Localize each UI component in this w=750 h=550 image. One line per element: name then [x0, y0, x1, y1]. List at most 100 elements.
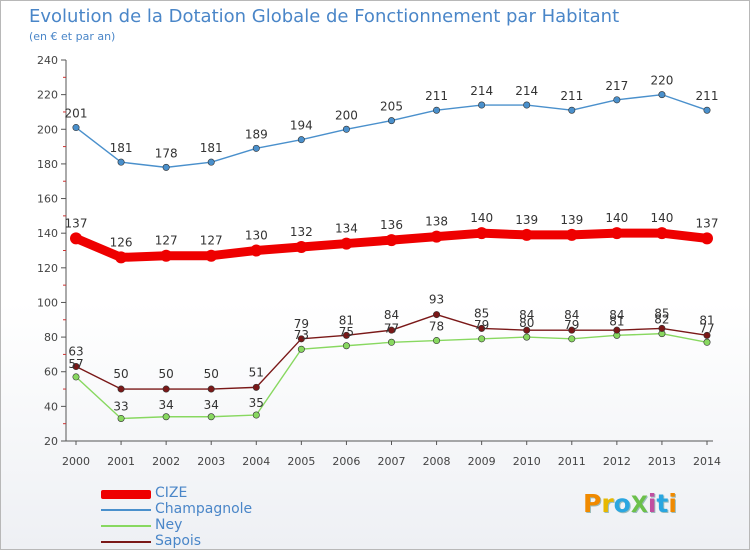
point-champagnole-2002 — [162, 163, 170, 171]
point-sapois-2013 — [658, 324, 666, 332]
data-label-cize: 127 — [155, 234, 178, 248]
data-label-sapois: 84 — [519, 308, 534, 322]
point-champagnole-2010 — [523, 101, 531, 109]
point-cize-2004 — [250, 244, 263, 257]
point-sapois-2008 — [433, 311, 441, 319]
data-label-ney: 77 — [384, 321, 399, 335]
point-sapois-2004 — [252, 383, 260, 391]
point-champagnole-2009 — [478, 101, 486, 109]
data-label-cize: 137 — [696, 216, 719, 230]
point-champagnole-2004 — [252, 144, 260, 152]
data-label-cize: 136 — [380, 218, 403, 232]
y-tick-label: 120 — [37, 262, 58, 275]
data-label-champagnole: 214 — [515, 84, 538, 98]
data-label-sapois: 84 — [564, 308, 579, 322]
point-ney-2003 — [207, 413, 215, 421]
y-tick-label: 180 — [37, 158, 58, 171]
x-tick-label: 2013 — [648, 455, 676, 468]
legend-label-sapois: Sapois — [155, 533, 202, 549]
data-label-cize: 140 — [605, 211, 628, 225]
point-sapois-2011 — [568, 326, 576, 334]
data-label-ney: 80 — [519, 316, 534, 330]
point-ney-2004 — [252, 411, 260, 419]
data-label-champagnole: 214 — [470, 84, 493, 98]
point-champagnole-2012 — [613, 96, 621, 104]
data-label-sapois: 85 — [654, 306, 669, 320]
point-ney-2006 — [342, 342, 350, 350]
point-cize-2010 — [520, 228, 533, 241]
y-tick-label: 100 — [37, 296, 58, 309]
data-label-champagnole: 220 — [650, 74, 673, 88]
point-cize-2007 — [385, 234, 398, 247]
point-cize-2006 — [340, 237, 353, 250]
x-tick-label: 2005 — [287, 455, 315, 468]
point-sapois-2002 — [162, 385, 170, 393]
data-labels-layer: 137 126 127 127 130 132 134 136 138 140 139 139 140 1… — [65, 74, 719, 414]
data-label-champagnole: 205 — [380, 100, 403, 114]
y-tick-label: 20 — [44, 435, 58, 448]
data-label-sapois: 93 — [429, 293, 444, 307]
point-ney-2002 — [162, 413, 170, 421]
x-tick-label: 2006 — [332, 455, 360, 468]
data-label-champagnole: 200 — [335, 108, 358, 122]
x-tick-label: 2011 — [558, 455, 586, 468]
data-label-champagnole: 211 — [560, 89, 583, 103]
point-cize-2001 — [115, 251, 128, 264]
x-tick-label: 2004 — [242, 455, 270, 468]
data-label-sapois: 51 — [249, 365, 264, 379]
x-tick-label: 2007 — [378, 455, 406, 468]
point-champagnole-2008 — [433, 106, 441, 114]
data-label-cize: 140 — [650, 211, 673, 225]
x-tick-label: 2014 — [693, 455, 721, 468]
data-label-cize: 138 — [425, 215, 448, 229]
data-label-cize: 139 — [515, 213, 538, 227]
point-cize-2008 — [430, 230, 443, 243]
point-cize-2014 — [701, 232, 713, 245]
data-label-ney: 33 — [113, 399, 128, 413]
x-tick-label: 2009 — [468, 455, 496, 468]
point-ney-2008 — [433, 337, 441, 345]
point-cize-2012 — [610, 227, 623, 240]
data-label-sapois: 84 — [384, 308, 399, 322]
point-ney-2000 — [72, 373, 80, 381]
data-label-ney: 75 — [339, 325, 354, 339]
point-champagnole-2014 — [703, 106, 711, 114]
data-label-ney: 73 — [294, 328, 309, 342]
x-tick-label: 2010 — [513, 455, 541, 468]
proxiti-logo: ProXiti — [583, 489, 677, 518]
point-cize-2013 — [655, 227, 668, 240]
y-tick-label: 80 — [44, 331, 58, 344]
point-champagnole-2007 — [387, 117, 395, 125]
data-label-champagnole: 181 — [200, 141, 223, 155]
data-label-ney: 34 — [159, 398, 174, 412]
point-cize-2000 — [70, 232, 82, 245]
point-champagnole-2000 — [72, 124, 80, 132]
point-ney-2005 — [297, 345, 305, 353]
legend-swatch-champagnole — [101, 509, 151, 511]
data-label-cize: 126 — [110, 235, 133, 249]
data-label-cize: 130 — [245, 229, 268, 243]
y-tick-label: 200 — [37, 123, 58, 136]
y-tick-label: 40 — [44, 400, 58, 413]
point-ney-2011 — [568, 335, 576, 343]
data-label-ney: 79 — [564, 318, 579, 332]
chart-title: Evolution de la Dotation Globale de Fonc… — [29, 6, 620, 27]
legend-swatch-sapois — [101, 541, 151, 543]
data-label-ney: 79 — [474, 318, 489, 332]
point-ney-2007 — [387, 338, 395, 346]
data-label-sapois: 50 — [204, 367, 219, 381]
point-sapois-2009 — [478, 324, 486, 332]
y-tick-label: 60 — [44, 366, 58, 379]
point-sapois-2010 — [523, 326, 531, 334]
data-label-champagnole: 201 — [65, 107, 88, 121]
data-label-champagnole: 211 — [696, 89, 719, 103]
point-champagnole-2001 — [117, 158, 125, 166]
x-tick-label: 2001 — [107, 455, 135, 468]
x-tick-label: 2012 — [603, 455, 631, 468]
data-label-cize: 132 — [290, 225, 313, 239]
data-label-ney: 34 — [204, 398, 219, 412]
legend-swatch-cize — [101, 490, 151, 499]
